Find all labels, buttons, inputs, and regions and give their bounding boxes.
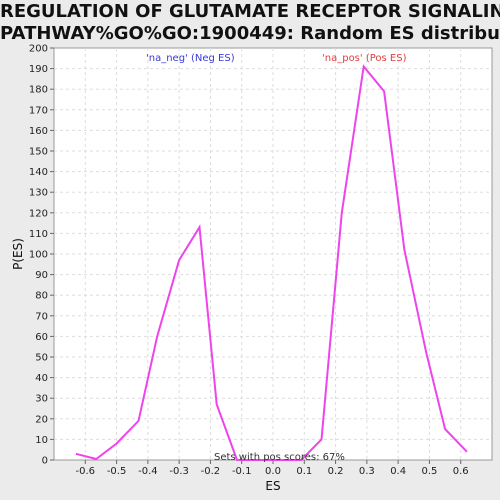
y-tick-label: 200: [29, 44, 48, 55]
x-tick-label: 0.5: [421, 466, 437, 477]
y-tick-label: 70: [35, 311, 48, 322]
legend-pos-es: 'na_pos' (Pos ES): [322, 53, 407, 64]
x-axis-label: ES: [265, 479, 280, 493]
y-tick-label: 160: [29, 126, 48, 137]
grid: [54, 48, 492, 460]
y-axis-label: P(ES): [11, 238, 25, 270]
y-tick-label: 0: [42, 456, 48, 467]
y-tick-label: 190: [29, 64, 48, 75]
x-tick-label: 0.2: [328, 466, 344, 477]
x-tick-label: -0.3: [169, 466, 189, 477]
x-tick-label: -0.4: [138, 466, 158, 477]
y-tick-label: 50: [35, 353, 48, 364]
y-tick-label: 10: [35, 435, 48, 446]
y-tick-label: 120: [29, 208, 48, 219]
x-tick-label: -0.1: [232, 466, 252, 477]
y-tick-label: 100: [29, 250, 48, 261]
y-tick-label: 60: [35, 332, 48, 343]
y-tick-label: 110: [29, 229, 48, 240]
x-tick-label: 0.3: [359, 466, 375, 477]
y-tick-label: 150: [29, 147, 48, 158]
ticks: 0 10 20 30 40 50 60 70 80 90 100 110 120 130 140 150 160…: [29, 44, 469, 478]
x-tick-label: -0.2: [201, 466, 221, 477]
y-tick-label: 40: [35, 373, 48, 384]
x-tick-label: 0.0: [265, 466, 281, 477]
x-tick-label: -0.5: [107, 466, 127, 477]
legend-neg-es: 'na_neg' (Neg ES): [146, 53, 235, 64]
y-tick-label: 180: [29, 85, 48, 96]
x-tick-label: 0.6: [453, 466, 469, 477]
x-tick-label: 0.4: [390, 466, 406, 477]
x-tick-label: 0.1: [296, 466, 312, 477]
y-tick-label: 30: [35, 394, 48, 405]
y-tick-label: 80: [35, 291, 48, 302]
chart-title-line-1: REGULATION OF GLUTAMATE RECEPTOR SIGNALI…: [0, 1, 500, 22]
chart-title-line-2: PATHWAY%GO%GO:1900449: Random ES distrib…: [0, 23, 500, 44]
y-tick-label: 140: [29, 167, 48, 178]
x-tick-label: -0.6: [76, 466, 96, 477]
y-tick-label: 170: [29, 105, 48, 116]
y-tick-label: 90: [35, 270, 48, 281]
y-tick-label: 20: [35, 414, 48, 425]
es-distribution-line: [75, 64, 468, 461]
pos-scores-annotation: Sets with pos scores: 67%: [214, 452, 345, 463]
y-tick-label: 130: [29, 188, 48, 199]
